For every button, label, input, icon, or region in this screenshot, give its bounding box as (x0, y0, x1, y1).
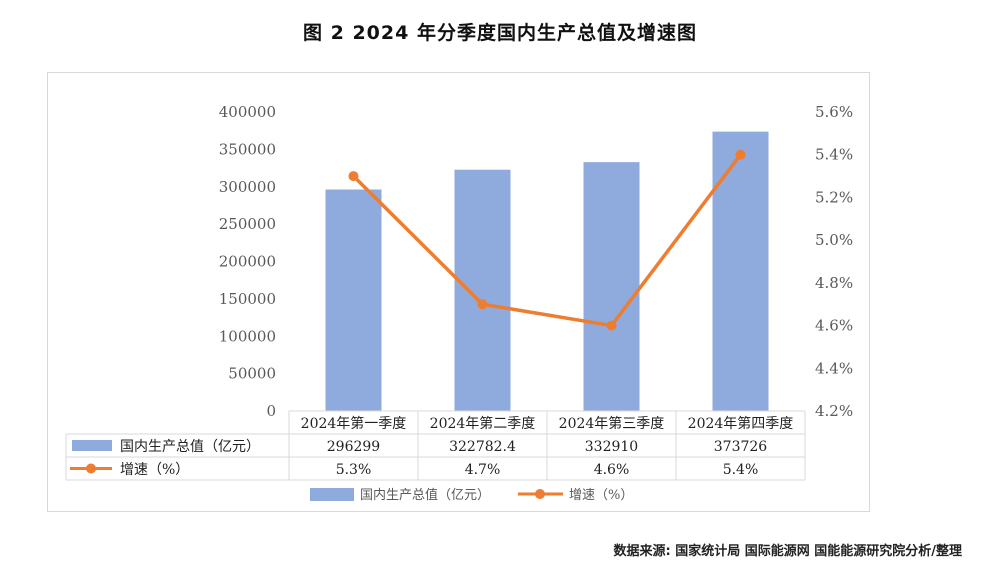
right-tick-label: 4.6% (815, 317, 853, 335)
table-legend-bar-swatch (72, 440, 112, 451)
right-tick-label: 4.2% (815, 402, 853, 420)
source-note: 数据来源: 国家统计局 国际能源网 国能能源研究院分析/整理 (613, 544, 962, 559)
left-tick-label: 50000 (228, 365, 276, 383)
growth-point (606, 320, 617, 331)
table-legend-line-marker (86, 463, 96, 474)
legend: 国内生产总值（亿元） 增速（%） (310, 487, 633, 503)
left-tick-label: 400000 (219, 103, 276, 121)
right-tick-label: 4.4% (815, 359, 853, 377)
legend-label: 增速（%） (569, 488, 633, 503)
left-y-axis: 0 50000 100000 150000 200000 250000 300000 3500… (219, 103, 276, 420)
table-value: 296299 (327, 439, 380, 455)
left-tick-label: 0 (266, 402, 276, 420)
bar (325, 189, 382, 411)
line-layer (348, 149, 746, 331)
data-table: 2024年第一季度 2024年第二季度 2024年第三季度 2024年第四季度国内生产… (65, 410, 806, 481)
table-series-name: 国内生产总值（亿元） (120, 439, 260, 455)
left-tick-label: 200000 (219, 253, 276, 271)
left-tick-label: 350000 (219, 140, 276, 158)
figure-title: 图 2 2024 年分季度国内生产总值及增速图 (303, 22, 697, 44)
right-y-axis: 4.2% 4.4% 4.6% 4.8% 5.0% 5.2% 5.4% 5.6% (815, 103, 853, 420)
bar (712, 131, 769, 411)
table-value: 4.6% (594, 462, 630, 478)
category-label: 2024年第三季度 (559, 415, 665, 432)
bars-layer (325, 131, 769, 411)
right-tick-label: 5.0% (815, 231, 853, 249)
table-value: 5.4% (723, 462, 759, 478)
left-tick-label: 250000 (219, 215, 276, 233)
left-tick-label: 300000 (219, 178, 276, 196)
legend-label: 国内生产总值（亿元） (360, 487, 490, 503)
growth-point (477, 299, 488, 310)
legend-line-marker (535, 489, 545, 499)
table-series-name: 增速（%） (120, 462, 189, 478)
right-tick-label: 5.6% (815, 103, 853, 121)
legend-bar-swatch (310, 488, 354, 501)
left-tick-label: 100000 (219, 327, 276, 345)
growth-point (735, 149, 746, 160)
category-label: 2024年第一季度 (301, 415, 407, 432)
category-label: 2024年第四季度 (688, 415, 794, 432)
table-value: 332910 (585, 439, 638, 455)
growth-line (352, 153, 742, 328)
table-value: 4.7% (465, 462, 501, 478)
right-tick-label: 4.8% (815, 274, 853, 292)
bar (583, 162, 640, 411)
table-value: 322782.4 (449, 439, 516, 455)
right-tick-label: 5.2% (815, 188, 853, 206)
bar (454, 169, 511, 411)
chart-frame (47, 72, 870, 512)
category-label: 2024年第二季度 (430, 415, 536, 432)
left-tick-label: 150000 (219, 290, 276, 308)
table-value: 373726 (714, 439, 768, 455)
table-value: 5.3% (336, 462, 372, 478)
right-tick-label: 5.4% (815, 146, 853, 164)
growth-point (348, 171, 359, 182)
